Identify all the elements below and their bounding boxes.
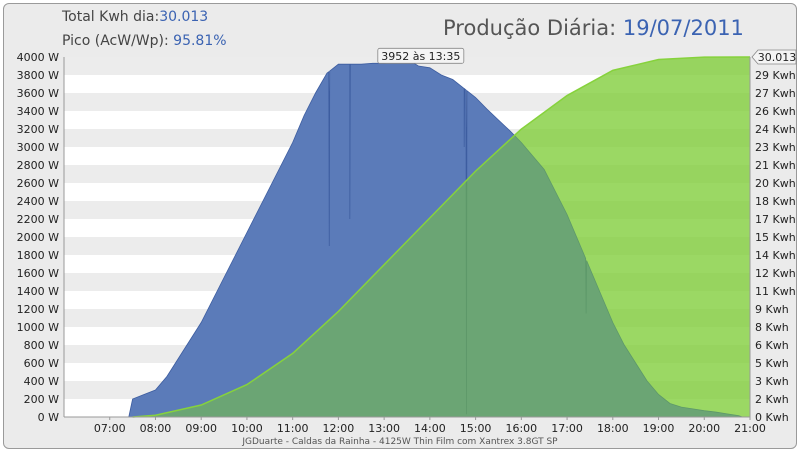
right-tick-label: 5 Kwh xyxy=(755,357,789,370)
energy-line xyxy=(132,56,750,418)
axes xyxy=(63,57,751,418)
x-tick-label: 07:00 xyxy=(94,422,126,435)
left-tick-label: 3400 W xyxy=(17,105,59,118)
x-tick-label: 20:00 xyxy=(688,422,720,435)
left-tick-label: 4000 W xyxy=(17,51,59,64)
right-tick-label: 0 Kwh xyxy=(755,411,789,424)
peak-tooltip: 3952 às 13:35 xyxy=(377,47,465,64)
left-tick-label: 200 W xyxy=(24,393,59,406)
left-tick-label: 800 W xyxy=(24,339,59,352)
x-tick-label: 12:00 xyxy=(323,422,355,435)
right-tick-label: 18 Kwh xyxy=(755,195,796,208)
right-tick-label: 20 Kwh xyxy=(755,177,796,190)
x-tick-label: 10:00 xyxy=(231,422,263,435)
left-tick-label: 1000 W xyxy=(17,321,59,334)
x-tick-label: 19:00 xyxy=(643,422,675,435)
left-tick-label: 1600 W xyxy=(17,267,59,280)
chart-title-label: Produção Diária: xyxy=(443,16,617,40)
x-tick-label: 18:00 xyxy=(597,422,629,435)
chart-footer: JGDuarte - Caldas da Rainha - 4125W Thin… xyxy=(241,437,558,447)
right-tick-label: 3 Kwh xyxy=(755,375,789,388)
peak-readout: Pico (AcW/Wp): 95.81% xyxy=(62,33,227,49)
right-total-label: 30.013 xyxy=(751,49,797,65)
right-tick-label: 6 Kwh xyxy=(755,339,789,352)
total-kwh-label: Total Kwh dia: xyxy=(62,9,160,25)
left-tick-label: 2200 W xyxy=(17,213,59,226)
left-tick-label: 400 W xyxy=(24,375,59,388)
left-tick-label: 3000 W xyxy=(17,141,59,154)
right-tick-label: 2 Kwh xyxy=(755,393,789,406)
left-tick-label: 3600 W xyxy=(17,87,59,100)
right-tick-label: 17 Kwh xyxy=(755,213,796,226)
left-tick-label: 2800 W xyxy=(17,159,59,172)
energy-line-series xyxy=(132,56,751,418)
right-tick-label: 23 Kwh xyxy=(755,141,796,154)
right-tick-label: 14 Kwh xyxy=(755,249,796,262)
right-axis-ticks: 0 Kwh 2 Kwh 3 Kwh 5 Kwh 6 Kwh 8 Kwh 9 Kwh 11 Kw… xyxy=(755,69,796,424)
right-tick-label: 26 Kwh xyxy=(755,105,796,118)
peak-value: 95.81% xyxy=(173,33,227,49)
left-tick-label: 2400 W xyxy=(17,195,59,208)
left-tick-label: 2000 W xyxy=(17,231,59,244)
peak-label: Pico (AcW/Wp): xyxy=(62,33,169,49)
total-kwh-value: 30.013 xyxy=(159,9,209,25)
left-tick-label: 3800 W xyxy=(17,69,59,82)
x-tick-label: 17:00 xyxy=(551,422,583,435)
right-tick-label: 29 Kwh xyxy=(755,69,796,82)
left-tick-label: 2600 W xyxy=(17,177,59,190)
right-tick-label: 8 Kwh xyxy=(755,321,789,334)
x-tick-label: 08:00 xyxy=(140,422,172,435)
right-tick-label: 9 Kwh xyxy=(755,303,789,316)
x-tick-label: 09:00 xyxy=(185,422,217,435)
x-tick-label: 16:00 xyxy=(505,422,537,435)
x-tick-label: 13:00 xyxy=(368,422,400,435)
chart-title: Produção Diária: 19/07/2011 xyxy=(443,16,744,40)
right-tick-label: 27 Kwh xyxy=(755,87,796,100)
left-axis-ticks: 0 W 200 W 400 W 600 W 800 W 1000 W 1200 W 1400 … xyxy=(17,51,59,424)
right-tick-label: 12 Kwh xyxy=(755,267,796,280)
x-tick-label: 21:00 xyxy=(734,422,766,435)
left-tick-label: 1200 W xyxy=(17,303,59,316)
tooltip-text: 3952 às 13:35 xyxy=(381,50,460,63)
total-kwh-readout: Total Kwh dia:30.013 xyxy=(62,9,208,25)
right-tick-label: 24 Kwh xyxy=(755,123,796,136)
x-tick-label: 15:00 xyxy=(460,422,492,435)
right-total-text: 30.013 xyxy=(758,51,797,64)
x-tick-label: 14:00 xyxy=(414,422,446,435)
right-tick-label: 21 Kwh xyxy=(755,159,796,172)
right-total-box xyxy=(751,49,797,65)
right-tick-label: 11 Kwh xyxy=(755,285,796,298)
left-tick-label: 1400 W xyxy=(17,285,59,298)
left-tick-label: 0 W xyxy=(38,411,59,424)
x-tick-label: 11:00 xyxy=(277,422,309,435)
left-tick-label: 1800 W xyxy=(17,249,59,262)
left-tick-label: 600 W xyxy=(24,357,59,370)
right-tick-label: 15 Kwh xyxy=(755,231,796,244)
energy-overlay xyxy=(132,57,751,417)
tooltip-box xyxy=(377,47,465,64)
chart-date: 19/07/2011 xyxy=(622,16,744,40)
left-tick-label: 3200 W xyxy=(17,123,59,136)
x-axis-ticks: 07:00 08:00 09:00 10:00 11:00 12:00 13:00 14:00… xyxy=(94,417,766,435)
